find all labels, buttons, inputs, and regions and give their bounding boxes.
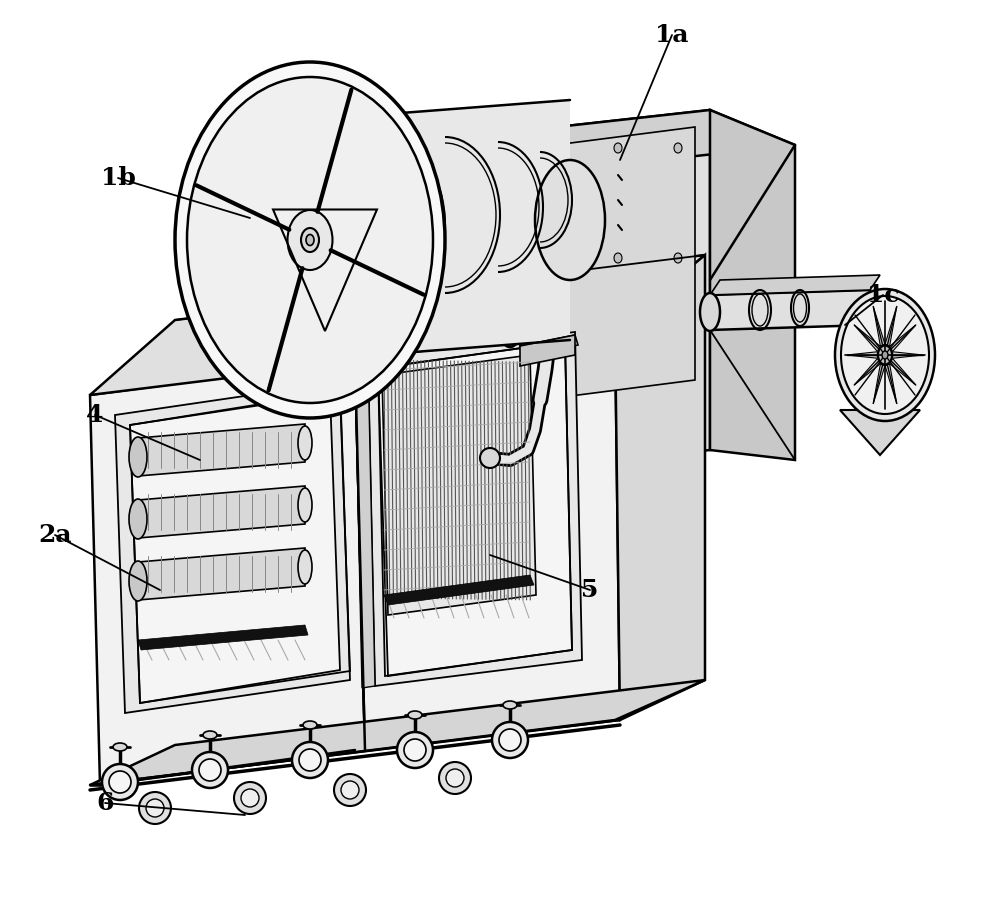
Ellipse shape: [554, 143, 562, 153]
Polygon shape: [710, 290, 870, 330]
Ellipse shape: [554, 253, 562, 263]
Ellipse shape: [614, 143, 622, 153]
Ellipse shape: [499, 729, 521, 751]
Ellipse shape: [192, 752, 228, 788]
Polygon shape: [138, 548, 305, 600]
Ellipse shape: [129, 437, 147, 477]
Polygon shape: [710, 275, 880, 295]
Ellipse shape: [222, 115, 398, 365]
Ellipse shape: [674, 143, 682, 153]
Polygon shape: [90, 360, 365, 785]
Text: 6: 6: [96, 791, 114, 815]
Polygon shape: [378, 342, 572, 676]
Ellipse shape: [292, 742, 328, 778]
Polygon shape: [115, 382, 350, 713]
Ellipse shape: [878, 346, 892, 365]
Polygon shape: [854, 325, 880, 351]
Ellipse shape: [113, 743, 127, 751]
Ellipse shape: [882, 351, 888, 359]
Polygon shape: [885, 364, 897, 404]
Polygon shape: [873, 364, 885, 404]
Ellipse shape: [480, 448, 500, 468]
Polygon shape: [130, 393, 340, 703]
Polygon shape: [890, 358, 916, 385]
Ellipse shape: [404, 739, 426, 761]
Ellipse shape: [835, 289, 935, 421]
Ellipse shape: [397, 732, 433, 768]
Text: 5: 5: [581, 578, 599, 602]
Polygon shape: [555, 127, 695, 398]
Polygon shape: [530, 110, 710, 470]
Polygon shape: [138, 486, 305, 538]
Polygon shape: [310, 100, 570, 360]
Ellipse shape: [146, 799, 164, 817]
Ellipse shape: [492, 722, 528, 758]
Polygon shape: [138, 424, 305, 476]
Ellipse shape: [241, 789, 259, 807]
Polygon shape: [384, 575, 534, 605]
Polygon shape: [90, 255, 705, 395]
Ellipse shape: [334, 774, 366, 806]
Ellipse shape: [408, 711, 422, 719]
Polygon shape: [530, 110, 795, 165]
Ellipse shape: [674, 253, 682, 263]
Ellipse shape: [301, 228, 319, 252]
Ellipse shape: [299, 749, 321, 771]
Polygon shape: [355, 330, 620, 750]
Polygon shape: [710, 110, 795, 460]
Ellipse shape: [129, 561, 147, 601]
Ellipse shape: [199, 759, 221, 781]
Ellipse shape: [446, 769, 464, 787]
Polygon shape: [368, 332, 582, 686]
Text: 2a: 2a: [38, 523, 72, 547]
Ellipse shape: [187, 77, 433, 403]
Ellipse shape: [139, 792, 171, 824]
Ellipse shape: [102, 764, 138, 800]
Text: 1a: 1a: [655, 23, 689, 47]
Ellipse shape: [614, 253, 622, 263]
Polygon shape: [382, 355, 536, 615]
Polygon shape: [885, 307, 897, 346]
Ellipse shape: [700, 293, 720, 331]
Ellipse shape: [841, 296, 929, 414]
Polygon shape: [355, 358, 375, 688]
Text: 1c: 1c: [867, 283, 899, 307]
Ellipse shape: [203, 731, 217, 739]
Ellipse shape: [298, 488, 312, 522]
Ellipse shape: [303, 721, 317, 729]
Ellipse shape: [503, 701, 517, 709]
Text: 4: 4: [86, 403, 104, 427]
Polygon shape: [893, 352, 923, 358]
Polygon shape: [890, 325, 916, 351]
Ellipse shape: [129, 499, 147, 539]
Ellipse shape: [341, 781, 359, 799]
Ellipse shape: [234, 782, 266, 814]
Ellipse shape: [288, 210, 332, 270]
Ellipse shape: [175, 62, 445, 418]
Polygon shape: [90, 680, 705, 785]
Ellipse shape: [298, 550, 312, 584]
Polygon shape: [854, 358, 880, 385]
Ellipse shape: [306, 235, 314, 246]
Ellipse shape: [535, 160, 605, 280]
Polygon shape: [615, 255, 705, 720]
Ellipse shape: [109, 771, 131, 793]
Polygon shape: [520, 335, 575, 366]
Ellipse shape: [298, 426, 312, 460]
Polygon shape: [873, 307, 885, 346]
Polygon shape: [138, 625, 308, 650]
Polygon shape: [847, 352, 877, 358]
Polygon shape: [840, 410, 920, 455]
Ellipse shape: [439, 762, 471, 794]
Text: 1b: 1b: [101, 166, 135, 190]
Polygon shape: [520, 335, 578, 356]
